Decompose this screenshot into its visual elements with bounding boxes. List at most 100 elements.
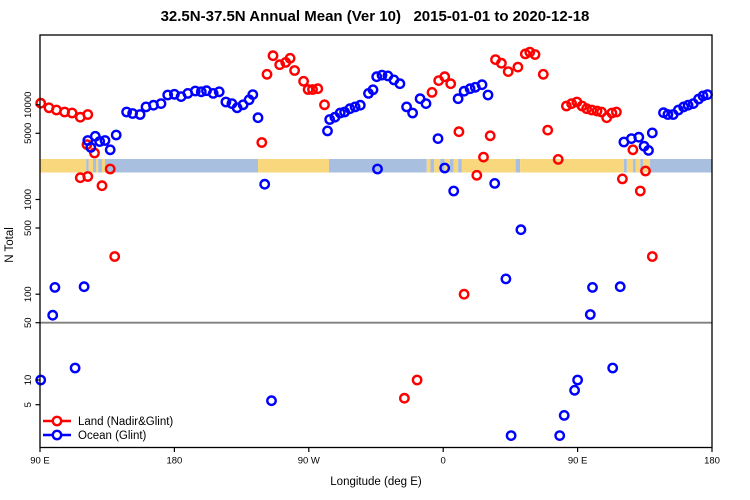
data-point (344, 103, 356, 115)
data-point (524, 46, 536, 58)
data-point (82, 109, 94, 120)
data-point (420, 98, 432, 110)
data-point (554, 430, 566, 441)
chart-title: 32.5N-37.5N Annual Mean (Ver 10) 2015-01… (160, 8, 590, 25)
x-axis-ticks: 90 E 180 90 W 0 90 E 180 (30, 447, 720, 467)
x-tick-label: 180 (166, 456, 182, 467)
strip-segment-land (258, 159, 329, 173)
data-point (134, 109, 146, 120)
data-point (439, 71, 451, 83)
data-point (162, 89, 174, 101)
data-point (372, 163, 383, 175)
data-point (155, 98, 167, 110)
data-point (302, 84, 314, 95)
strip-segment-land (461, 159, 516, 173)
data-point (640, 165, 651, 177)
data-point (464, 83, 476, 95)
data-point (252, 112, 264, 124)
data-point (394, 78, 406, 90)
data-point (99, 135, 111, 146)
data-point (354, 99, 366, 111)
x-tick-label: 90 W (298, 456, 320, 467)
data-point (96, 180, 108, 192)
data-point (452, 93, 464, 105)
strip-segment-ocean (98, 159, 102, 173)
data-point (49, 281, 61, 293)
data-point (643, 144, 654, 156)
strip-segment-ocean (440, 159, 445, 173)
data-point (471, 169, 483, 181)
data-point (606, 107, 618, 119)
data-point (581, 103, 592, 115)
data-point (256, 137, 268, 148)
strip-segment-ocean (93, 159, 96, 173)
strip-segment-land (434, 159, 441, 173)
data-point (500, 273, 512, 285)
data-point (448, 185, 460, 197)
data-point (220, 96, 232, 108)
strip-segment-ocean (623, 159, 627, 173)
data-point (646, 127, 658, 139)
data-point (484, 130, 496, 142)
data-point (109, 251, 121, 262)
y-tick-label: 5000 (23, 123, 34, 144)
data-point (47, 309, 59, 321)
data-point (259, 178, 271, 190)
data-point (614, 281, 626, 293)
data-point (552, 153, 564, 165)
data-point (110, 129, 122, 141)
data-point (334, 107, 346, 119)
data-point (411, 374, 423, 386)
y-axis-label: N Total (4, 227, 16, 263)
data-point (78, 281, 90, 293)
strip-segment-ocean (430, 159, 435, 173)
strip-segment-ocean (86, 159, 89, 173)
data-point (611, 106, 622, 118)
land-series-points (35, 46, 658, 404)
data-point (104, 144, 116, 156)
data-point (662, 109, 674, 120)
data-point (591, 105, 603, 117)
data-point (312, 83, 324, 95)
data-point (426, 87, 438, 98)
y-tick-label: 100 (23, 286, 34, 302)
data-point (189, 85, 201, 97)
data-point (349, 101, 361, 113)
ocean-series-points (35, 69, 713, 441)
data-point (682, 99, 694, 111)
plot-frame (39, 34, 713, 449)
data-point (617, 173, 628, 185)
data-point (476, 79, 488, 91)
data-point (289, 65, 300, 76)
strip-segment-ocean (449, 159, 454, 173)
data-point (512, 61, 524, 73)
strip-segment-land (40, 159, 87, 173)
data-point (274, 59, 286, 71)
data-point (566, 98, 577, 110)
y-tick-label: 10000 (23, 92, 34, 118)
data-point (371, 71, 383, 83)
data-point (515, 224, 527, 236)
data-point (82, 171, 94, 182)
data-point (267, 50, 279, 62)
data-point (505, 430, 517, 441)
data-point (407, 107, 418, 119)
data-point (495, 57, 507, 69)
data-point (445, 78, 457, 90)
data-point (453, 126, 465, 138)
data-point (398, 392, 410, 404)
legend-ocean-label: Ocean (Glint) (78, 430, 147, 442)
strip-segment-ocean (458, 159, 462, 173)
strip-segment-land (96, 159, 99, 173)
data-point (482, 89, 494, 101)
legend-land-label: Land (Nadir&Glint) (78, 416, 173, 428)
data-point (458, 85, 470, 97)
data-point (502, 66, 514, 78)
data-point (584, 309, 596, 320)
data-point (587, 281, 598, 293)
data-point (213, 86, 225, 98)
data-point (66, 107, 78, 119)
y-tick-label: 1000 (23, 189, 34, 210)
